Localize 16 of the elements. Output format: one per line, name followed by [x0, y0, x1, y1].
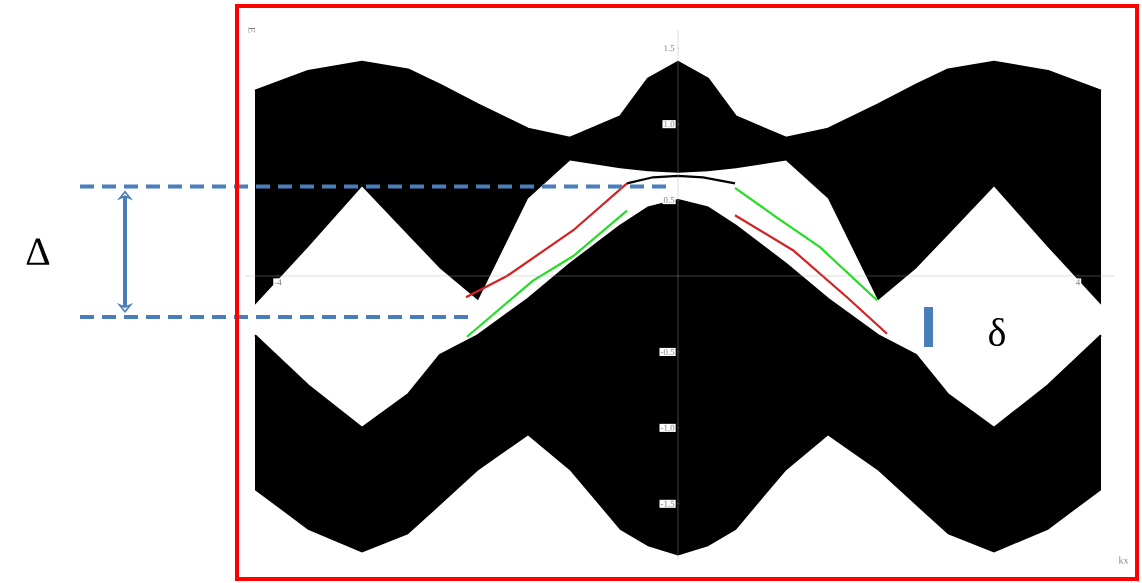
line-series [733, 186, 879, 302]
line-series [464, 182, 629, 299]
y-tick-label: 0.5 [663, 197, 675, 204]
y-tick-label: -1.0 [660, 424, 675, 431]
y-tick-label: -1.5 [660, 500, 675, 507]
x-axis-title: kx [1118, 556, 1129, 564]
text: Δ [26, 238, 50, 265]
y-tick-label: -0.5 [660, 348, 675, 355]
line-series [733, 214, 889, 335]
y-tick-label: 1.5 [664, 45, 675, 52]
x-tick-label: -4 [274, 279, 282, 286]
line-series [465, 209, 629, 338]
y-tick-label: 1.0 [664, 121, 675, 128]
x-tick-label: 4 [1075, 279, 1081, 286]
y-axis-title: E [248, 27, 256, 33]
annotation: δ [989, 317, 1005, 347]
